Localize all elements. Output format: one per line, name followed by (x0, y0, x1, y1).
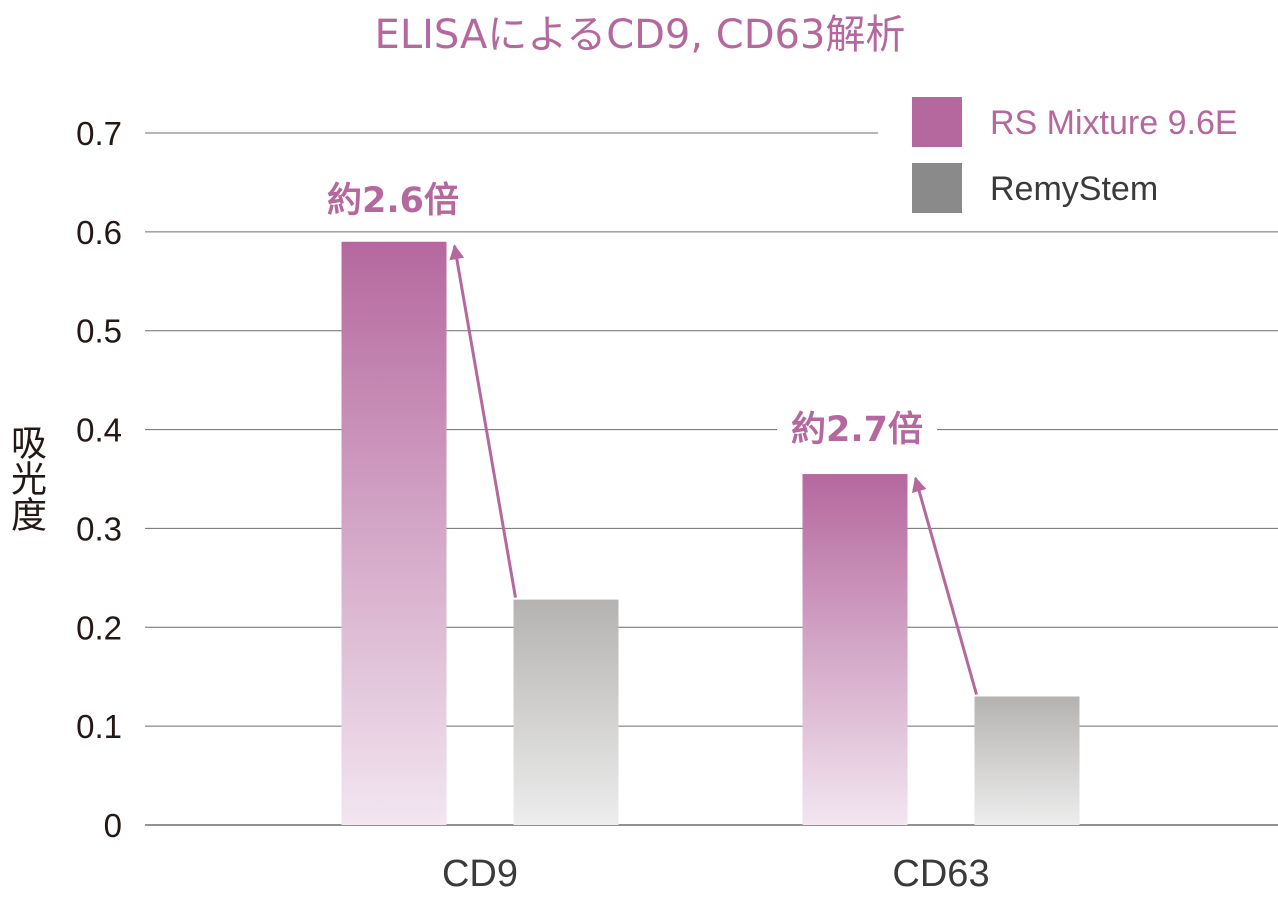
annotation-background (313, 174, 473, 224)
bar-cd63-remystem (974, 696, 1080, 825)
chart-title: ELISAによるCD9, CD63解析 (375, 12, 906, 58)
bar-cd9-remystem (513, 599, 619, 825)
y-tick-label: 0.7 (76, 115, 122, 152)
ratio-annotation: 約2.7倍 (791, 410, 923, 450)
grid-layer (145, 132, 1278, 826)
bar-cd9-rs-mixture (341, 241, 447, 825)
legend-swatch (912, 97, 962, 147)
bar-cd63-rs-mixture (802, 474, 908, 825)
ratio-annotation: 約2.6倍 (327, 181, 459, 221)
y-tick-label: 0 (104, 807, 122, 844)
x-tick-label: CD9 (442, 853, 518, 895)
y-axis-label-group: 吸光度 (5, 424, 46, 532)
legend-swatch (912, 163, 962, 213)
y-tick-label: 0.6 (76, 214, 122, 251)
legend: RS Mixture 9.6E RemyStem (912, 97, 1238, 213)
y-tick-label: 0.4 (76, 412, 122, 449)
y-axis-label: 吸光度 (5, 424, 46, 532)
annotation-background (777, 403, 937, 453)
x-tick-layer: CD9 CD63 (442, 853, 990, 895)
bar-layer (341, 241, 1080, 825)
legend-label: RS Mixture 9.6E (990, 104, 1238, 142)
ratio-arrow (911, 476, 978, 695)
y-tick-layer: 0 0.1 0.2 0.3 0.4 0.5 0.6 0.7 (76, 115, 122, 844)
legend-label: RemyStem (990, 170, 1158, 208)
y-tick-label: 0.3 (76, 510, 122, 547)
y-tick-label: 0.2 (76, 609, 122, 646)
x-tick-label: CD63 (892, 853, 989, 895)
ratio-arrow (449, 244, 517, 598)
y-tick-label: 0.5 (76, 313, 122, 350)
y-tick-label: 0.1 (76, 708, 122, 745)
arrow-layer (449, 244, 978, 695)
